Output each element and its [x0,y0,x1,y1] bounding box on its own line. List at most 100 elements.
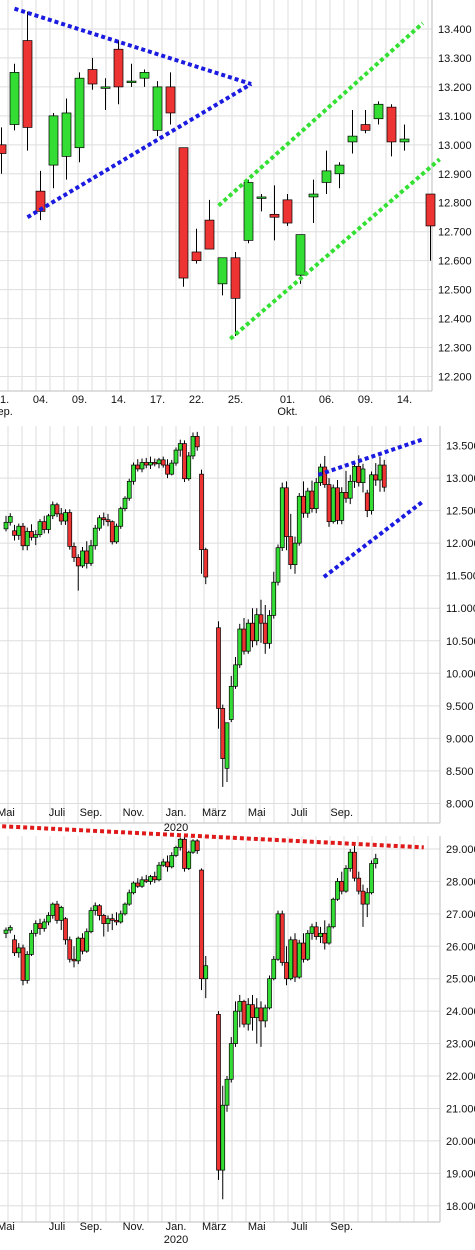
x-tick-sublabel: 2020 [164,822,188,834]
candle-body [330,898,336,928]
candle-body [321,170,332,183]
candle-body [194,840,200,851]
candle-body [169,855,175,868]
y-tick-label: 11.000 [446,603,475,615]
candle-body [220,1104,226,1171]
candle-body [245,1004,251,1025]
candle-body [191,251,202,262]
candle-body [267,978,272,1009]
trendline [26,82,253,219]
candle-body [233,1010,238,1044]
y-tick-label: 24.000 [446,1006,475,1018]
y-tick-label: 20.000 [446,1136,475,1148]
candle-body [67,939,73,960]
candle-body [190,840,196,853]
candle-body [75,937,81,962]
x-tick-sublabel: 2020 [164,1234,188,1246]
candle-body [7,927,13,931]
candle-body [24,954,30,981]
candle-body [356,466,362,483]
y-tick-label: 29.000 [446,844,475,856]
candle-body [114,525,119,543]
y-tick-label: 9.000 [446,733,474,745]
candle-body [386,106,397,143]
x-tick-label: 09. [72,394,87,406]
candle-body [322,932,328,944]
candle-body [148,462,153,466]
candle-body [360,468,366,483]
grid-lines [0,426,440,823]
candle-body [186,851,192,869]
x-tick-label: Jan. [166,1221,187,1233]
candle-body [381,464,387,488]
candle-body [101,517,107,521]
candle-body [177,443,183,451]
candle-body [256,196,267,199]
candle-body [63,512,68,522]
candle-body [334,164,345,175]
candle-body [308,193,319,198]
candle-body [284,487,289,537]
candle-body [399,138,410,143]
candle-body [135,882,141,887]
candle-body [88,910,94,933]
candle-body [220,708,226,759]
candle-body [20,947,26,981]
y-tick-label: 12.500 [438,285,472,297]
candle-body [364,892,370,905]
candle-body [267,615,272,644]
y-tick-label: 27.000 [446,909,475,921]
candle-body [262,1007,268,1022]
candle-body [80,550,85,567]
candle-body [258,1007,264,1022]
candle-body [377,464,383,481]
candle-body [269,213,280,218]
candle-body [373,858,379,864]
candle-body [152,86,163,131]
candle-body [58,513,64,522]
y-tick-label: 12.400 [438,314,472,326]
candle-body [343,868,349,892]
candle-body [37,521,43,536]
x-tick-sublabel: Okt. [277,406,297,418]
candle-body [12,939,17,954]
candle-body [216,627,221,709]
candle-body [360,890,366,905]
candle-body [330,487,336,523]
candle-body [173,847,179,856]
candle-body [271,581,277,616]
candle-body [241,628,247,652]
candle-body [118,913,124,923]
y-tick-label: 12.800 [438,198,472,210]
candle-body [194,436,200,448]
candle-body [101,915,107,924]
y-tick-label: 13.000 [438,140,472,152]
candle-body [301,495,306,514]
candle-body [182,838,187,869]
candle-body [37,923,43,929]
candle-body [139,462,145,470]
candle-body [143,462,149,466]
candle-body [0,144,7,154]
candle-body [50,903,56,916]
trendline [2,824,424,850]
candle-body [7,516,13,523]
candle-body [160,861,166,866]
candle-body [279,913,285,963]
candle-body [288,939,294,980]
x-tick-label: 14. [397,394,412,406]
x-tick-label: 06. [319,394,334,406]
candle-body [224,1078,230,1106]
candle-body [339,492,345,521]
x-tick-label: Mai [248,1221,266,1233]
candle-body [318,932,323,937]
candle-body [46,915,51,923]
x-tick-label: 01. [0,394,9,406]
candle-body [46,515,51,530]
candle-body [275,913,281,960]
x-tick-label: 25. [228,394,243,406]
y-tick-label: 12.700 [438,227,472,239]
candle-body [12,530,17,536]
candle-body [97,905,102,916]
candle-body [156,864,162,881]
